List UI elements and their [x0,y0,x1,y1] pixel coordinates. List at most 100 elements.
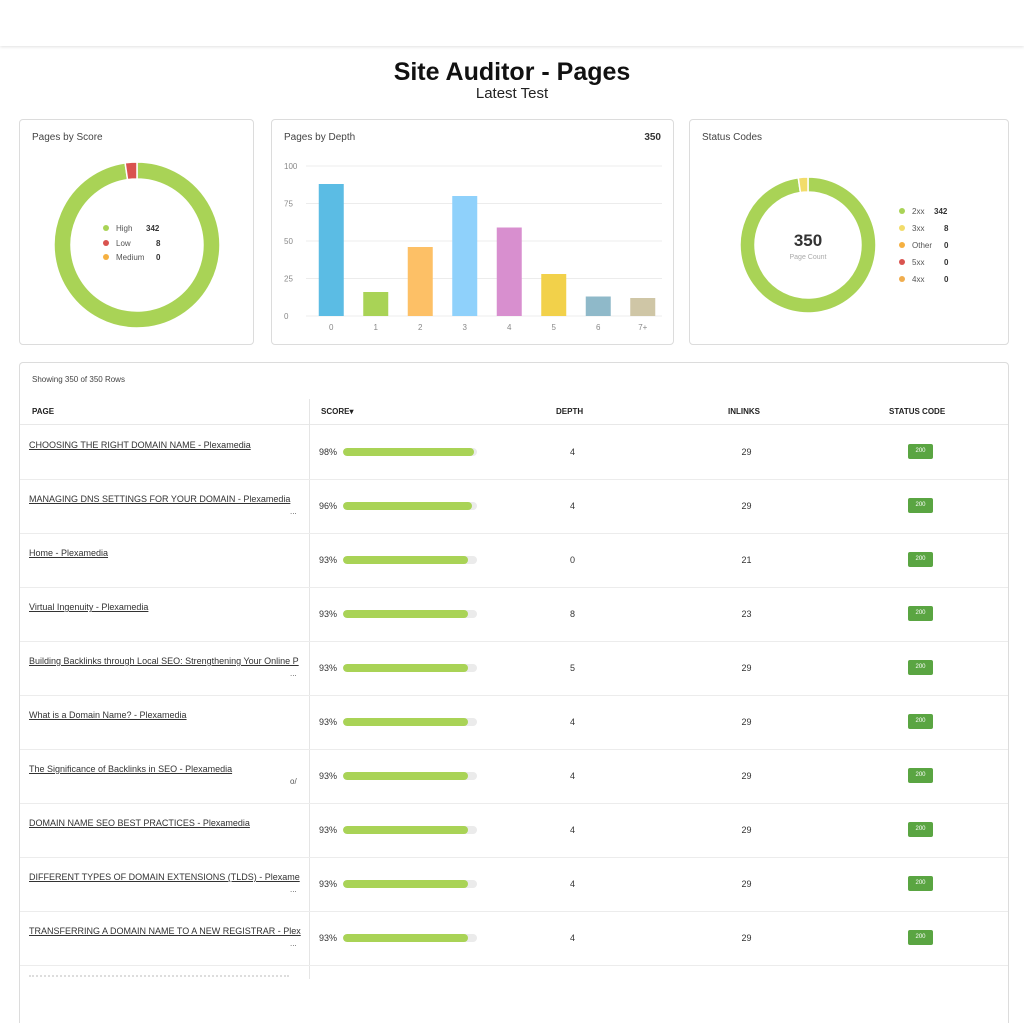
depth-value: 4 [569,879,575,889]
depth-bar-2 [407,247,433,316]
page-link[interactable]: DOMAIN NAME SEO BEST PRACTICES - Plexame… [29,818,250,828]
pages-by-score-card: Pages by Score High 342 Low 8 Medium 0 [19,119,254,345]
score-bar [343,934,477,942]
table-row: Home - Plexamedia 93% 0 21 200 [20,533,1008,588]
legend-low-value: 8 [156,239,161,248]
depth-value: 4 [569,771,575,781]
score-bar [343,880,477,888]
legend-other-dot [899,242,905,248]
legend-3xx-value: 8 [944,224,949,233]
column-header-status-code[interactable]: STATUS CODE [889,407,946,416]
inlinks-value: 29 [741,501,752,511]
score-bar-fill [343,772,468,780]
score-bar [343,772,477,780]
x-tick-label: 5 [552,323,557,332]
table-row: Building Backlinks through Local SEO: St… [20,641,1008,696]
score-bar [343,664,477,672]
truncation-ellipsis: ... [290,939,297,948]
x-tick-label: 2 [418,323,423,332]
partially-visible-row [29,975,289,981]
score-bar-fill [343,610,468,618]
depth-value: 0 [569,555,575,565]
depth-value: 5 [569,663,575,673]
depth-value: 8 [569,609,575,619]
column-header-depth[interactable]: DEPTH [556,407,584,416]
depth-bar-0 [318,184,344,316]
truncation-ellipsis: o/ [290,777,297,786]
status-codes-title: Status Codes [702,132,763,143]
score-percent: 93% [319,555,338,565]
score-bar [343,610,477,618]
score-percent: 93% [319,717,338,727]
legend-3xx-dot [899,225,905,231]
pages-by-score-donut-chart: High 342 Low 8 Medium 0 [53,161,221,329]
score-percent: 98% [319,447,338,457]
donut-slice-low [124,161,138,181]
score-bar-fill [343,448,475,456]
x-tick-label: 0 [329,323,334,332]
depth-bar-4 [496,227,522,316]
score-percent: 93% [319,771,338,781]
depth-value: 4 [569,933,575,943]
page-link[interactable]: Home - Plexamedia [29,548,109,558]
x-tick-label: 3 [463,323,468,332]
legend-5xx-dot [899,259,905,265]
depth-bar-7+ [630,298,656,316]
page-count-label: Page Count [790,254,827,261]
legend-4xx-value: 0 [944,275,949,284]
inlinks-value: 29 [741,825,752,835]
legend-high-label: High [116,224,132,233]
inlinks-value: 29 [741,933,752,943]
column-divider [309,399,310,979]
status-code-badge: 200 [908,606,933,621]
status-codes-card: Status Codes 350 Page Count 2xx 342 3xx … [689,119,1009,345]
top-bar [0,0,1024,46]
column-header-score[interactable]: SCORE▾ [321,407,354,416]
pages-table-card: Showing 350 of 350 Rows PAGE SCORE▾ DEPT… [19,362,1009,1023]
truncation-ellipsis: ... [290,507,297,516]
page-link[interactable]: DIFFERENT TYPES OF DOMAIN EXTENSIONS (TL… [29,872,300,882]
x-tick-label: 7+ [638,323,647,332]
status-legend: 2xx 342 3xx 8 Other 0 5xx 0 4xx 0 [899,207,949,284]
inlinks-value: 29 [741,447,752,457]
page-link[interactable]: What is a Domain Name? - Plexamedia [29,710,187,720]
page-link[interactable]: Virtual Ingenuity - Plexamedia [29,602,149,612]
page-link[interactable]: TRANSFERRING A DOMAIN NAME TO A NEW REGI… [29,926,301,936]
table-row: The Significance of Backlinks in SEO - P… [20,749,1008,804]
legend-low-dot [103,240,109,246]
status-code-badge: 200 [908,714,933,729]
legend-4xx-dot [899,276,905,282]
showing-rows-label: Showing 350 of 350 Rows [32,375,125,384]
inlinks-value: 29 [741,879,752,889]
page-link[interactable]: CHOOSING THE RIGHT DOMAIN NAME - Plexame… [29,440,251,450]
depth-bar-3 [452,196,478,316]
depth-value: 4 [569,501,575,511]
status-code-badge: 200 [908,498,933,513]
y-tick-label: 25 [284,275,293,284]
status-code-badge: 200 [908,822,933,837]
column-header-page[interactable]: PAGE [32,407,55,416]
page-link[interactable]: MANAGING DNS SETTINGS FOR YOUR DOMAIN - … [29,494,291,504]
page-count-value: 350 [794,231,822,250]
legend-2xx-value: 342 [934,207,948,216]
inlinks-value: 29 [741,717,752,727]
score-bar-fill [343,934,468,942]
depth-bar-1 [363,292,389,316]
legend-other-label: Other [912,241,932,250]
inlinks-value: 29 [741,771,752,781]
page-link[interactable]: Building Backlinks through Local SEO: St… [29,656,299,666]
inlinks-value: 23 [741,609,752,619]
score-bar [343,718,477,726]
column-header-inlinks[interactable]: INLINKS [728,407,760,416]
legend-2xx-dot [899,208,905,214]
y-tick-label: 0 [284,312,289,321]
score-bar [343,826,477,834]
score-legend: High 342 Low 8 Medium 0 [103,224,161,262]
status-code-badge: 200 [908,768,933,783]
legend-3xx-label: 3xx [912,224,924,233]
page-link[interactable]: The Significance of Backlinks in SEO - P… [29,764,233,774]
table-row: What is a Domain Name? - Plexamedia 93% 4 2… [20,695,1008,750]
legend-2xx-label: 2xx [912,207,924,216]
x-tick-label: 1 [374,323,379,332]
legend-medium-value: 0 [156,253,161,262]
